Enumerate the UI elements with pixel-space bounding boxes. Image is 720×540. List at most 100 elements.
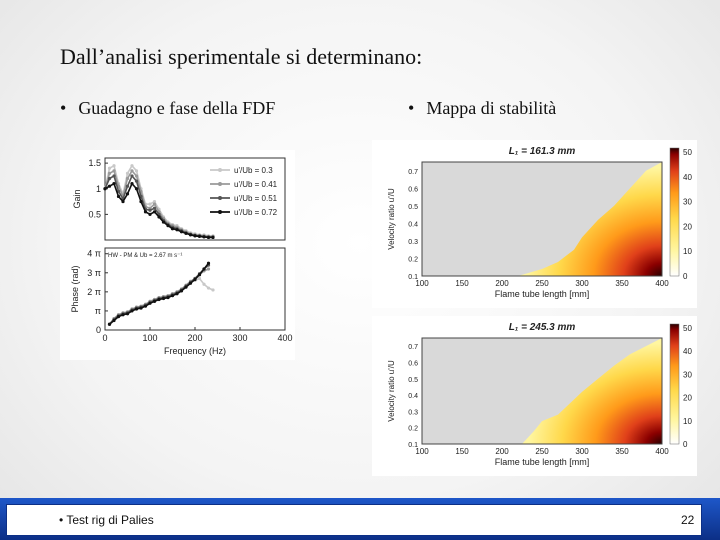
map-xlabel: Flame tube length [mm] — [495, 289, 590, 299]
map-ylabel: Velocity ratio u'/U — [387, 188, 396, 250]
gain-ytick-label: 1 — [96, 184, 101, 194]
phase-ytick-label: π — [95, 306, 101, 316]
phase-xtick-label: 200 — [187, 333, 202, 343]
colorbar — [669, 323, 680, 445]
gain-data-point — [112, 164, 116, 168]
gain-data-point — [134, 169, 139, 173]
phase-data-point — [179, 289, 184, 293]
gain-data-point — [130, 164, 134, 168]
map-xtick-label: 250 — [535, 447, 549, 456]
gain-data-point — [107, 176, 112, 181]
map-ytick-label: 0.3 — [408, 239, 418, 246]
gain-data-point — [107, 184, 112, 188]
gain-series-line — [104, 174, 213, 238]
colorbar-tick-label: 20 — [683, 394, 692, 403]
gain-data-point — [161, 220, 166, 224]
legend-label: u'/Ub = 0.72 — [234, 208, 278, 217]
bullet-fdf: • Guadagno e fase della FDF — [60, 98, 275, 119]
phase-data-point — [197, 276, 202, 281]
fdf-figure: 1.5 1 0.5 4 π 3 π 2 π π 0 0 100 200 300 400 Gain Phase… — [60, 150, 295, 360]
phase-xlabel: Frequency (Hz) — [164, 346, 226, 356]
colorbar-tick-label: 50 — [683, 324, 692, 333]
gain-data-point — [112, 182, 116, 186]
gain-data-point — [103, 187, 107, 191]
gain-data-point — [170, 227, 175, 231]
gain-data-point — [107, 171, 112, 175]
map-ylabel: Velocity ratio u'/U — [387, 360, 396, 422]
gain-data-point — [175, 228, 179, 232]
phase-data-point — [161, 296, 166, 301]
phase-data-point — [148, 301, 152, 305]
phase-data-point — [202, 282, 206, 286]
colorbar-tick-label: 0 — [683, 272, 688, 281]
bullet-text: Guadagno e fase della FDF — [78, 98, 276, 118]
bullet-dot: • — [408, 98, 415, 118]
gain-series-line — [104, 169, 213, 238]
phase-ytick-label: 2 π — [87, 287, 101, 297]
slide-title: Dall’analisi sperimentale si determinano… — [60, 44, 423, 69]
map-xtick-label: 100 — [415, 279, 429, 288]
gain-data-point — [134, 187, 139, 191]
phase-data-point — [184, 285, 188, 289]
map-xtick-label: 400 — [655, 279, 669, 288]
stability-map-2: 100 150 200 250 300 350 400 0.1 0.2 0.3 0.4 0.5 0.6 0… — [372, 316, 697, 476]
legend-marker — [218, 210, 222, 214]
gain-data-point — [157, 215, 161, 219]
phase-data-point — [143, 304, 148, 308]
gain-data-point — [148, 208, 152, 212]
phase-data-point — [125, 312, 130, 316]
map-xtick-label: 150 — [455, 447, 469, 456]
gain-data-point — [130, 182, 134, 186]
map-ytick-label: 0.1 — [408, 274, 418, 281]
map-xtick-label: 300 — [575, 279, 589, 288]
map-xtick-label: 200 — [495, 447, 509, 456]
gain-data-point — [206, 235, 211, 240]
phase-data-point — [188, 281, 193, 285]
gain-data-point — [152, 206, 157, 210]
map-axes-frame — [421, 161, 663, 277]
gain-ytick-label: 1.5 — [88, 158, 101, 168]
phase-data-point — [134, 307, 139, 311]
gain-data-point — [166, 224, 170, 228]
phase-data-point — [107, 322, 112, 326]
gain-data-point — [112, 174, 116, 178]
phase-data-point — [152, 299, 157, 303]
colorbar — [669, 147, 680, 277]
gain-data-point — [143, 210, 148, 214]
gain-data-point — [202, 235, 206, 239]
footer-bullet: • — [59, 513, 64, 527]
bullet-text: Mappa di stabilità — [426, 98, 557, 118]
colorbar-tick-label: 40 — [683, 347, 692, 356]
phase-ytick-label: 3 π — [87, 268, 101, 278]
gain-data-point — [112, 169, 116, 173]
stability-map-2-chart: 100 150 200 250 300 350 4000.10.20.30.40.50.60… — [387, 322, 692, 467]
legend-label: u'/Ub = 0.41 — [234, 180, 278, 189]
footer-text: • Test rig di Palies — [59, 513, 154, 527]
stability-map-1-chart: 100 150 200 250 300 350 4000.10.20.30.40.50.60… — [387, 146, 692, 299]
phase-data-point — [170, 294, 175, 298]
map-ytick-label: 0.4 — [408, 393, 418, 400]
gain-data-point — [125, 171, 130, 175]
map-ytick-label: 0.4 — [408, 221, 418, 228]
colorbar-tick-label: 50 — [683, 148, 692, 157]
footer-bar: • Test rig di Palies 22 — [0, 498, 720, 540]
gain-data-point — [148, 212, 152, 216]
phase-data-point — [130, 309, 134, 313]
map-ytick-label: 0.2 — [408, 256, 418, 263]
map-ytick-label: 0.6 — [408, 186, 418, 193]
map-xtick-label: 200 — [495, 279, 509, 288]
phase-data-point — [206, 261, 211, 265]
phase-data-point — [166, 295, 170, 300]
gain-data-point — [125, 176, 130, 181]
gain-data-point — [130, 169, 134, 173]
map-axes-frame — [421, 337, 663, 445]
gain-ytick-label: 0.5 — [88, 209, 101, 219]
map-xtick-label: 400 — [655, 447, 669, 456]
phase-data-point — [206, 267, 211, 271]
map-xtick-label: 100 — [415, 447, 429, 456]
phase-data-point — [112, 318, 116, 323]
map-ytick-label: 0.6 — [408, 360, 418, 367]
phase-data-point — [121, 313, 125, 317]
map-xtick-label: 300 — [575, 447, 589, 456]
map-xtick-label: 350 — [615, 447, 629, 456]
